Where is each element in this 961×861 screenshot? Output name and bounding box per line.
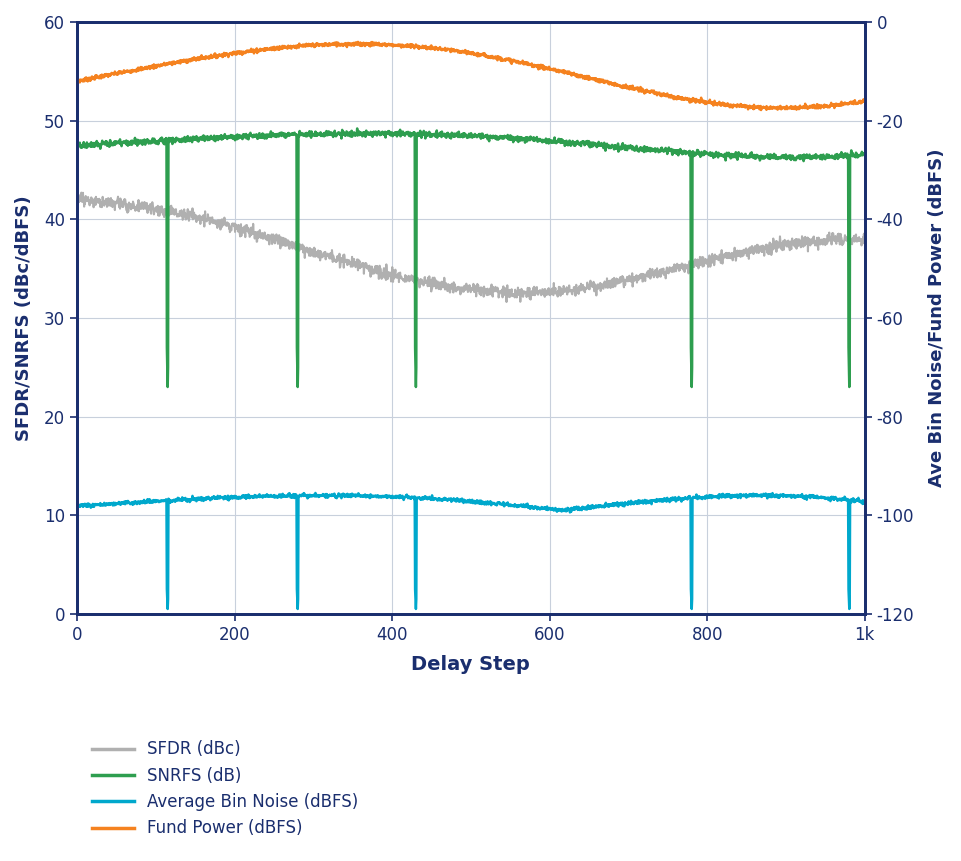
Legend: SFDR (dBc), SNRFS (dB), Average Bin Noise (dBFS), Fund Power (dBFS): SFDR (dBc), SNRFS (dB), Average Bin Nois… — [86, 734, 365, 844]
Y-axis label: Ave Bin Noise/Fund Power (dBFS): Ave Bin Noise/Fund Power (dBFS) — [928, 149, 946, 487]
X-axis label: Delay Step: Delay Step — [411, 655, 530, 674]
Y-axis label: SFDR/SNRFS (dBc/dBFS): SFDR/SNRFS (dBc/dBFS) — [15, 195, 33, 441]
